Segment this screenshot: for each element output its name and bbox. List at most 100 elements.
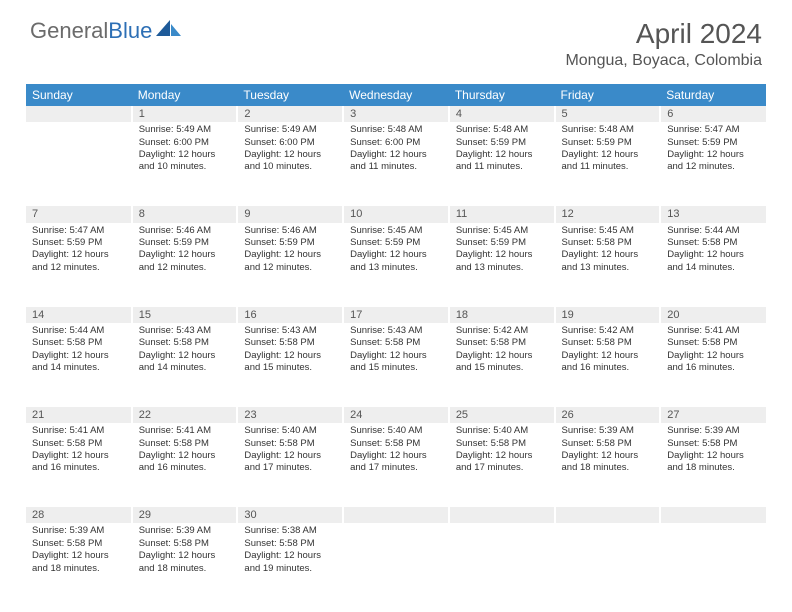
- day-line-d2: and 16 minutes.: [562, 362, 654, 374]
- day-line-ss: Sunset: 5:58 PM: [562, 237, 654, 249]
- day-line-d2: and 18 minutes.: [562, 462, 654, 474]
- day-line-sr: Sunrise: 5:40 AM: [350, 425, 442, 437]
- day-line-sr: Sunrise: 5:48 AM: [456, 124, 548, 136]
- day-line-ss: Sunset: 5:59 PM: [667, 137, 760, 149]
- day-line-sr: Sunrise: 5:45 AM: [562, 225, 654, 237]
- day-line-ss: Sunset: 5:58 PM: [244, 538, 336, 550]
- day-line-d1: Daylight: 12 hours: [139, 249, 231, 261]
- day-content-cell: Sunrise: 5:43 AMSunset: 5:58 PMDaylight:…: [132, 323, 238, 405]
- day-content-cell: Sunrise: 5:39 AMSunset: 5:58 PMDaylight:…: [132, 523, 238, 605]
- day-number-cell: 18: [449, 305, 555, 323]
- day-content-cell: Sunrise: 5:40 AMSunset: 5:58 PMDaylight:…: [343, 423, 449, 505]
- day-line-d2: and 12 minutes.: [139, 262, 231, 274]
- day-line-d2: and 11 minutes.: [350, 161, 442, 173]
- day-content-cell: Sunrise: 5:39 AMSunset: 5:58 PMDaylight:…: [660, 423, 766, 505]
- day-line-ss: Sunset: 5:58 PM: [139, 538, 231, 550]
- day-content-cell: Sunrise: 5:48 AMSunset: 5:59 PMDaylight:…: [449, 122, 555, 204]
- day-line-d1: Daylight: 12 hours: [244, 550, 336, 562]
- day-content-cell: Sunrise: 5:47 AMSunset: 5:59 PMDaylight:…: [26, 223, 132, 305]
- day-number-cell: 6: [660, 106, 766, 122]
- day-line-d2: and 17 minutes.: [350, 462, 442, 474]
- weekday-header: Wednesday: [343, 84, 449, 106]
- day-line-d2: and 12 minutes.: [667, 161, 760, 173]
- day-content-cell: Sunrise: 5:48 AMSunset: 6:00 PMDaylight:…: [343, 122, 449, 204]
- day-line-sr: Sunrise: 5:42 AM: [456, 325, 548, 337]
- day-number-cell: 13: [660, 204, 766, 222]
- day-line-sr: Sunrise: 5:39 AM: [562, 425, 654, 437]
- day-number-cell: 15: [132, 305, 238, 323]
- day-line-ss: Sunset: 5:58 PM: [562, 438, 654, 450]
- title-block: April 2024 Mongua, Boyaca, Colombia: [565, 18, 762, 70]
- day-line-d2: and 15 minutes.: [456, 362, 548, 374]
- day-line-d2: and 13 minutes.: [456, 262, 548, 274]
- day-number-row: 282930: [26, 505, 766, 523]
- day-content-cell: Sunrise: 5:42 AMSunset: 5:58 PMDaylight:…: [555, 323, 661, 405]
- day-number-cell: 10: [343, 204, 449, 222]
- day-number-cell: 17: [343, 305, 449, 323]
- day-line-sr: Sunrise: 5:41 AM: [667, 325, 760, 337]
- day-number-cell: 3: [343, 106, 449, 122]
- day-number-row: 123456: [26, 106, 766, 122]
- day-line-sr: Sunrise: 5:44 AM: [32, 325, 125, 337]
- day-line-d2: and 10 minutes.: [139, 161, 231, 173]
- month-title: April 2024: [565, 18, 762, 50]
- day-content-cell: Sunrise: 5:39 AMSunset: 5:58 PMDaylight:…: [26, 523, 132, 605]
- day-content-row: Sunrise: 5:47 AMSunset: 5:59 PMDaylight:…: [26, 223, 766, 305]
- day-number-cell: 26: [555, 405, 661, 423]
- day-number-cell: 16: [237, 305, 343, 323]
- day-number-row: 78910111213: [26, 204, 766, 222]
- day-content-cell: Sunrise: 5:38 AMSunset: 5:58 PMDaylight:…: [237, 523, 343, 605]
- day-number-cell: 2: [237, 106, 343, 122]
- day-line-d1: Daylight: 12 hours: [350, 149, 442, 161]
- weekday-header: Tuesday: [237, 84, 343, 106]
- day-line-d1: Daylight: 12 hours: [32, 249, 125, 261]
- day-line-sr: Sunrise: 5:46 AM: [244, 225, 336, 237]
- day-line-d2: and 13 minutes.: [350, 262, 442, 274]
- day-line-ss: Sunset: 5:58 PM: [667, 438, 760, 450]
- day-line-sr: Sunrise: 5:42 AM: [562, 325, 654, 337]
- day-line-sr: Sunrise: 5:40 AM: [244, 425, 336, 437]
- day-line-d1: Daylight: 12 hours: [667, 450, 760, 462]
- day-line-d1: Daylight: 12 hours: [244, 249, 336, 261]
- day-line-sr: Sunrise: 5:47 AM: [32, 225, 125, 237]
- day-line-d1: Daylight: 12 hours: [32, 350, 125, 362]
- day-content-cell: Sunrise: 5:46 AMSunset: 5:59 PMDaylight:…: [237, 223, 343, 305]
- weekday-header: Thursday: [449, 84, 555, 106]
- day-line-ss: Sunset: 5:58 PM: [456, 438, 548, 450]
- day-line-ss: Sunset: 6:00 PM: [244, 137, 336, 149]
- day-content-cell: [26, 122, 132, 204]
- day-number-cell: 4: [449, 106, 555, 122]
- day-line-d1: Daylight: 12 hours: [456, 249, 548, 261]
- day-line-d1: Daylight: 12 hours: [244, 350, 336, 362]
- day-line-ss: Sunset: 5:58 PM: [139, 438, 231, 450]
- page-header: GeneralBlue April 2024 Mongua, Boyaca, C…: [0, 0, 792, 78]
- day-line-sr: Sunrise: 5:48 AM: [350, 124, 442, 136]
- day-number-cell: 14: [26, 305, 132, 323]
- logo-text-1: General: [30, 18, 108, 44]
- day-line-d2: and 10 minutes.: [244, 161, 336, 173]
- day-number-cell: 9: [237, 204, 343, 222]
- day-number-cell: 25: [449, 405, 555, 423]
- day-line-ss: Sunset: 5:58 PM: [244, 337, 336, 349]
- day-line-d2: and 14 minutes.: [139, 362, 231, 374]
- day-number-row: 21222324252627: [26, 405, 766, 423]
- day-line-ss: Sunset: 5:58 PM: [667, 337, 760, 349]
- day-line-sr: Sunrise: 5:38 AM: [244, 525, 336, 537]
- day-line-ss: Sunset: 5:58 PM: [562, 337, 654, 349]
- day-line-d2: and 17 minutes.: [244, 462, 336, 474]
- day-line-d2: and 14 minutes.: [32, 362, 125, 374]
- day-number-cell: 5: [555, 106, 661, 122]
- day-line-d1: Daylight: 12 hours: [139, 450, 231, 462]
- day-number-cell: 1: [132, 106, 238, 122]
- day-line-sr: Sunrise: 5:39 AM: [139, 525, 231, 537]
- day-line-sr: Sunrise: 5:45 AM: [350, 225, 442, 237]
- day-number-cell: 7: [26, 204, 132, 222]
- weekday-header: Sunday: [26, 84, 132, 106]
- day-line-ss: Sunset: 5:58 PM: [139, 337, 231, 349]
- day-number-cell: 28: [26, 505, 132, 523]
- day-line-d1: Daylight: 12 hours: [562, 149, 654, 161]
- day-number-cell: 19: [555, 305, 661, 323]
- day-number-cell: [555, 505, 661, 523]
- day-number-cell: 22: [132, 405, 238, 423]
- day-line-ss: Sunset: 5:59 PM: [562, 137, 654, 149]
